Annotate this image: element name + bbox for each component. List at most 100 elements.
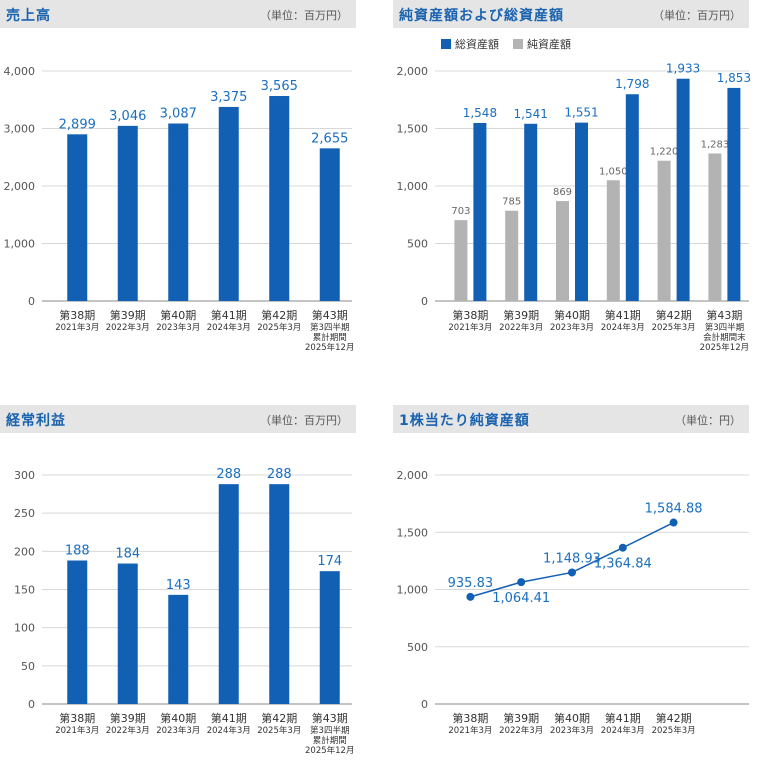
assets-ytick-label: 500 [407,238,428,251]
bps-unit: （単位：円） [675,414,741,427]
sales-bar [319,148,340,301]
ordinary-category-label: 第39期 [110,711,146,725]
ordinary-data-label: 288 [267,467,292,482]
sales-data-label: 2,655 [311,131,348,146]
assets-category-label: 会計期間末 [703,332,746,343]
sales-category-label: 2025年12月 [305,342,354,353]
ordinary-ytick-label: 200 [14,545,35,558]
sales-data-label: 3,375 [210,90,247,105]
ordinary-category-label: 第40期 [160,711,196,725]
assets-data-label: 1,050 [599,166,628,177]
sales-category-label: 第43期 [312,308,348,322]
ordinary-bar [218,484,239,704]
assets-bar [657,160,671,301]
assets-bar [575,122,588,301]
ordinary-ytick-label: 150 [14,584,35,597]
assets-category-label: 第39期 [503,308,539,322]
assets-data-label: 1,551 [564,106,598,120]
bps-ytick-label: 1,000 [397,584,429,597]
bps-ytick-label: 1,500 [397,526,429,539]
sales-ytick-label: 0 [28,295,35,308]
assets-category-label: 第38期 [452,308,488,322]
ordinary-data-label: 184 [115,547,140,562]
bps-header: 1株当たり純資産額 （単位：円） [393,405,749,433]
assets-bar [625,94,639,301]
bps-data-point [466,592,475,601]
assets-category-label: 第41期 [605,308,641,322]
ordinary-ytick-label: 100 [14,622,35,635]
ordinary-panel: 経常利益 （単位：百万円） 0 50 100 150 200 250 300 188 184 14… [0,405,360,770]
sales-bar [168,123,189,301]
ordinary-category-label: 第41期 [211,711,247,725]
bps-category-label: 2024年3月 [601,725,645,736]
assets-category-label: 2022年3月 [499,322,543,333]
ordinary-title: 経常利益 [6,413,66,429]
bps-category-label: 2021年3月 [448,725,492,736]
assets-unit: （単位：百万円） [653,9,741,22]
sales-category-label: 第41期 [211,308,247,322]
assets-chart: 0 500 1,000 1,500 2,000 703 785 869 1,050 1,220 1,… [397,37,752,353]
bps-category-label: 第38期 [452,711,488,725]
bps-data-label: 1,148.93 [543,551,601,566]
ordinary-data-label: 188 [65,543,90,558]
ordinary-ytick-label: 300 [14,469,35,482]
ordinary-category-label: 2024年3月 [207,725,251,736]
ordinary-ytick-label: 50 [21,660,35,673]
assets-bar [524,123,538,301]
assets-bar [606,180,620,301]
ordinary-category-label: 第38期 [59,711,95,725]
assets-title: 純資産額および総資産額 [399,8,564,24]
assets-data-label: 1,933 [666,62,700,76]
sales-title: 売上高 [6,8,51,24]
assets-bar [708,153,722,301]
bps-category-label: 2022年3月 [499,725,543,736]
assets-legend-label: 総資産額 [455,37,499,51]
bps-data-point [517,578,526,587]
bps-data-point [669,518,678,527]
ordinary-bar [117,563,138,704]
ordinary-category-label: 累計期間 [313,735,347,746]
assets-legend-swatch [513,39,523,49]
sales-category-label: 第42期 [261,308,297,322]
assets-category-label: 第3四半期 [705,322,744,333]
assets-category-label: 第43期 [706,308,742,322]
assets-category-label: 2023年3月 [550,322,594,333]
sales-header: 売上高 （単位：百万円） [0,0,356,28]
sales-category-label: 2022年3月 [106,322,150,333]
bps-ytick-label: 2,000 [397,469,429,482]
sales-bar [117,125,138,301]
ordinary-category-label: 第3四半期 [310,725,349,736]
ordinary-category-label: 2025年12月 [305,745,354,756]
assets-category-label: 第40期 [554,308,590,322]
ordinary-bar [168,594,189,704]
bps-ytick-label: 500 [407,641,428,654]
sales-bar [269,96,290,301]
assets-data-label: 1,220 [650,147,679,158]
assets-data-label: 785 [502,197,521,208]
bps-panel: 1株当たり純資産額 （単位：円） 0 500 1,000 1,500 2,000 935.… [393,405,757,770]
ordinary-category-label: 2023年3月 [156,725,200,736]
assets-bar [676,78,690,301]
sales-data-label: 3,046 [109,109,146,124]
assets-legend-swatch [441,39,451,49]
sales-ytick-label: 4,000 [4,65,36,78]
sales-chart: 0 1,000 2,000 3,000 4,000 2,899 3,046 3,087 3,37… [4,65,355,353]
bps-ytick-label: 0 [421,698,428,711]
assets-category-label: 2025年3月 [652,322,696,333]
assets-data-label: 1,853 [717,71,751,85]
assets-panel: 純資産額および総資産額 （単位：百万円） 0 500 1,000 1,500 2,000… [393,0,757,370]
sales-data-label: 2,899 [59,117,96,132]
assets-category-label: 2025年12月 [700,342,749,353]
ordinary-bar [67,560,88,704]
assets-ytick-label: 1,500 [397,123,429,136]
sales-category-label: 2025年3月 [257,322,301,333]
ordinary-category-label: 2025年3月 [257,725,301,736]
sales-ytick-label: 1,000 [4,238,36,251]
assets-bar [473,122,487,301]
sales-data-label: 3,565 [261,79,298,94]
assets-header: 純資産額および総資産額 （単位：百万円） [393,0,749,28]
sales-category-label: 2021年3月 [55,322,99,333]
ordinary-ytick-label: 0 [28,698,35,711]
sales-panel: 売上高 （単位：百万円） 0 1,000 2,000 3,000 4,000 2,899 3… [0,0,360,370]
ordinary-category-label: 第42期 [261,711,297,725]
